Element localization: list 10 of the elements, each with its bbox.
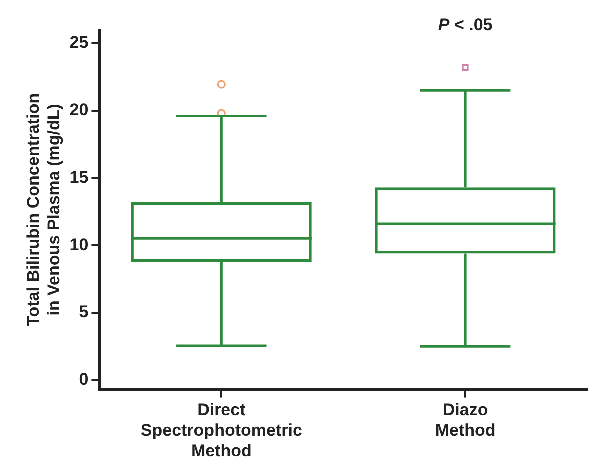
y-axis-title: Total Bilirubin Concentration in Venous Plasma (mg/dL) bbox=[24, 93, 64, 326]
y-tick-label: 5 bbox=[79, 302, 89, 322]
x-tick-label: Diazo Method bbox=[435, 400, 496, 440]
y-tick-label: 10 bbox=[70, 235, 89, 254]
y-tick-label: 0 bbox=[79, 370, 89, 390]
annotation: P < .05 bbox=[438, 16, 493, 35]
y-tick-label: 15 bbox=[70, 168, 89, 187]
y-tick-label: 25 bbox=[70, 33, 89, 52]
y-tick-label: 20 bbox=[70, 100, 89, 120]
x-tick-label: Direct Spectrophotometric Method bbox=[140, 400, 302, 460]
